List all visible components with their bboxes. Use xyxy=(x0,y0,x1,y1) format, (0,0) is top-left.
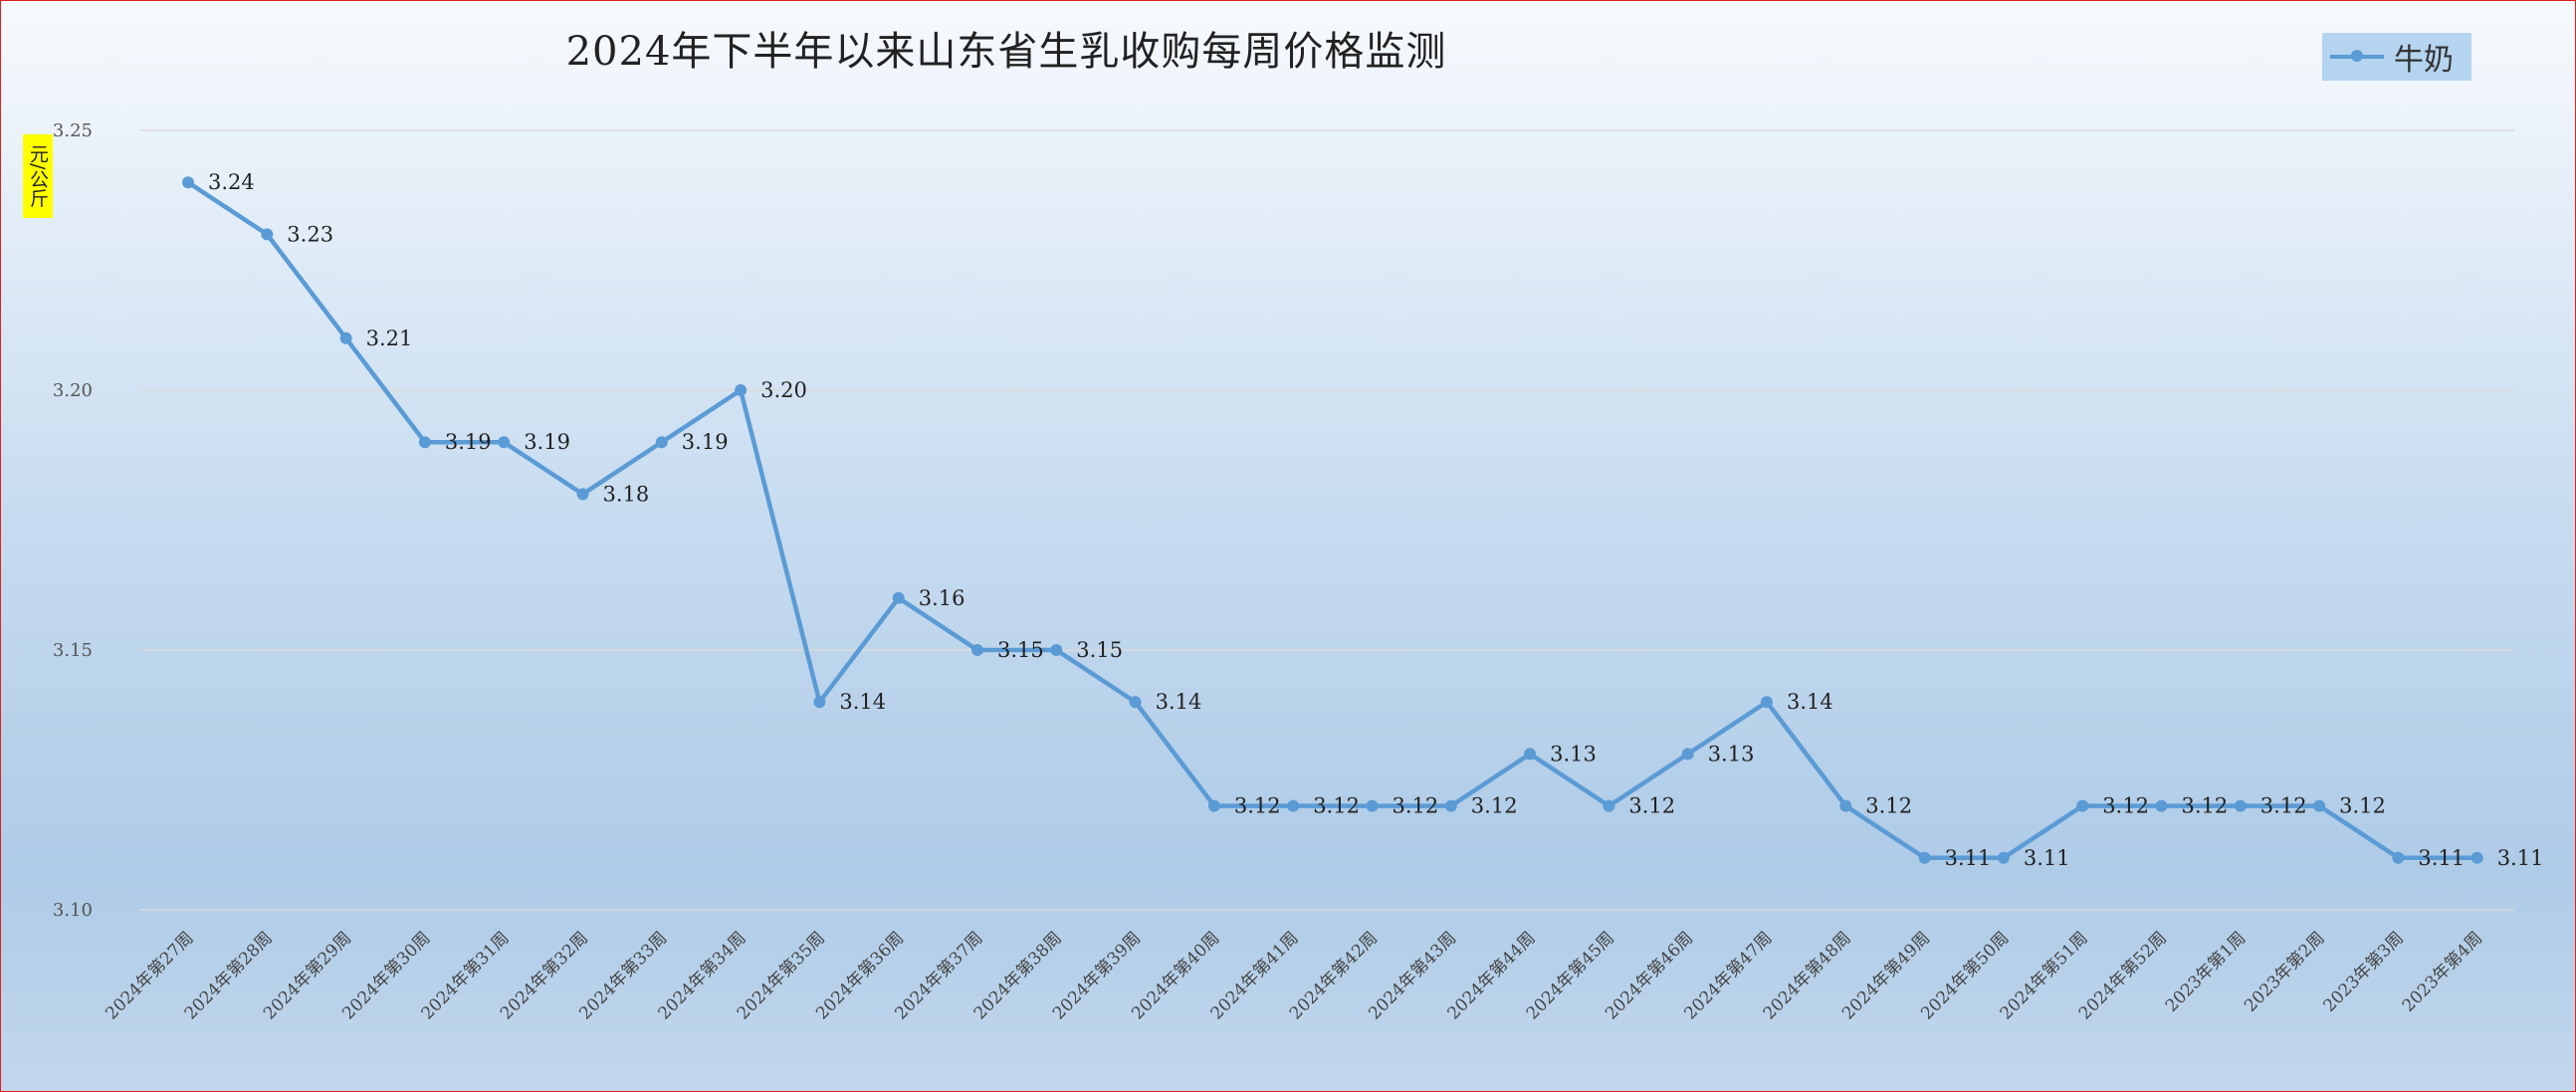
data-label: 3.12 xyxy=(1234,794,1281,818)
data-label: 3.14 xyxy=(1787,690,1833,714)
data-label: 3.23 xyxy=(287,222,333,246)
data-label: 3.13 xyxy=(1550,742,1597,765)
data-label: 3.11 xyxy=(1945,846,1992,870)
data-point xyxy=(2313,799,2326,812)
data-point xyxy=(735,384,748,396)
data-point xyxy=(261,228,274,241)
data-label: 3.24 xyxy=(208,170,255,194)
data-label: 3.11 xyxy=(2497,846,2544,870)
data-label: 3.12 xyxy=(2339,794,2386,818)
data-label: 3.12 xyxy=(2102,794,2149,818)
data-label: 3.14 xyxy=(839,690,886,714)
data-point xyxy=(1681,748,1694,761)
data-point xyxy=(1603,799,1615,812)
data-point xyxy=(2155,799,2168,812)
data-point xyxy=(2470,851,2483,864)
data-label: 3.12 xyxy=(1865,794,1912,818)
data-point xyxy=(2234,799,2247,812)
data-point xyxy=(1050,644,1063,656)
data-label: 3.13 xyxy=(1708,742,1755,765)
data-point xyxy=(1444,799,1457,812)
data-label: 3.20 xyxy=(760,378,807,402)
x-tick-label: 2023年第4周 xyxy=(2399,928,2486,1015)
series-line-milk xyxy=(186,180,2477,861)
data-point xyxy=(339,331,352,344)
data-point xyxy=(576,488,589,501)
x-tick-label: 2023年第1周 xyxy=(2162,928,2250,1015)
data-label: 3.18 xyxy=(603,482,650,506)
legend-label: 牛奶 xyxy=(2394,43,2454,78)
data-point xyxy=(1761,696,1773,709)
data-point xyxy=(1918,851,1931,864)
data-label: 3.21 xyxy=(366,327,413,350)
data-point xyxy=(498,436,511,449)
y-tick-label: 3.10 xyxy=(53,900,93,921)
data-point xyxy=(813,696,826,709)
data-point xyxy=(971,644,983,656)
data-label: 3.19 xyxy=(445,430,492,454)
data-label: 3.16 xyxy=(919,586,966,610)
data-point xyxy=(1997,851,2010,864)
data-point xyxy=(418,436,431,449)
data-label: 3.11 xyxy=(2418,846,2465,870)
data-label: 3.19 xyxy=(524,430,570,454)
data-label: 3.15 xyxy=(1076,638,1123,662)
data-label: 3.12 xyxy=(1628,794,1675,818)
data-point xyxy=(2392,851,2405,864)
data-label: 3.12 xyxy=(1313,794,1360,818)
data-point xyxy=(2076,799,2089,812)
x-tick-label: 2023年第2周 xyxy=(2241,928,2328,1015)
data-point xyxy=(892,591,905,604)
data-label: 3.11 xyxy=(2024,846,2070,870)
data-label: 3.15 xyxy=(997,638,1044,662)
data-point xyxy=(1207,799,1220,812)
data-point xyxy=(1839,799,1852,812)
data-point xyxy=(1524,748,1537,761)
data-label: 3.19 xyxy=(682,430,729,454)
data-label: 3.12 xyxy=(1471,794,1518,818)
data-label: 3.12 xyxy=(1393,794,1439,818)
data-label: 3.12 xyxy=(2260,794,2307,818)
data-point xyxy=(1287,799,1300,812)
data-point xyxy=(182,176,194,189)
data-point xyxy=(1366,799,1379,812)
y-tick-label: 3.20 xyxy=(53,380,93,401)
x-tick-label: 2023年第3周 xyxy=(2319,928,2407,1015)
data-label: 3.12 xyxy=(2182,794,2229,818)
data-point xyxy=(655,436,668,449)
y-tick-label: 3.25 xyxy=(53,120,93,141)
data-label: 3.14 xyxy=(1156,690,1202,714)
legend-swatch xyxy=(2330,50,2384,62)
data-point xyxy=(1129,696,1142,709)
y-tick-label: 3.15 xyxy=(53,640,93,661)
chart-title: 2024年下半年以来山东省生乳收购每周价格监测 xyxy=(565,29,1447,75)
y-axis-label: 元/公斤 xyxy=(23,134,53,218)
legend: 牛奶 xyxy=(2322,33,2471,81)
